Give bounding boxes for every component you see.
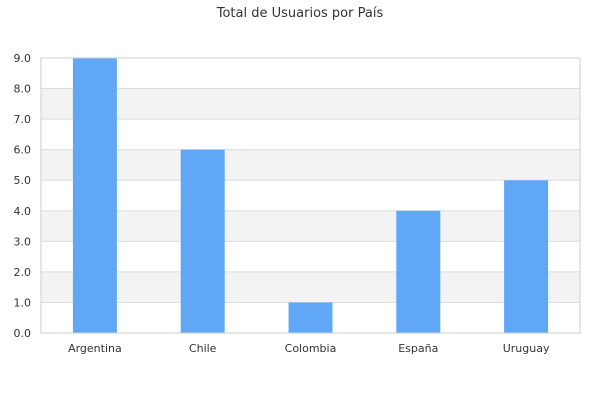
y-tick-label: 2.0 (14, 266, 32, 279)
axes (40, 57, 581, 334)
grid-bands (41, 88, 580, 303)
grid-band (41, 271, 580, 303)
y-tick-label: 5.0 (14, 174, 32, 187)
bar-uruguay (504, 180, 549, 333)
x-tick-label: Argentina (68, 342, 122, 355)
bar-españa (396, 210, 441, 333)
y-tick-label: 7.0 (14, 113, 32, 126)
grid-band (41, 210, 580, 242)
y-tick-label: 6.0 (14, 144, 32, 157)
chart-title: Total de Usuarios por País (216, 6, 384, 21)
grid-band (41, 88, 580, 120)
y-tick-label: 0.0 (14, 327, 32, 340)
x-tick-label: Chile (189, 342, 217, 355)
x-tick-label: España (398, 342, 438, 355)
grid-band (41, 149, 580, 181)
y-tick-label: 3.0 (14, 235, 32, 248)
x-tick-label: Uruguay (503, 342, 550, 355)
x-tick-label: Colombia (285, 342, 337, 355)
bars (72, 58, 549, 333)
bar-argentina (72, 58, 117, 333)
y-tick-label: 9.0 (14, 52, 32, 65)
plot-frame (40, 57, 581, 334)
bar-chile (180, 149, 225, 333)
y-tick-label: 8.0 (14, 83, 32, 96)
y-tick-label: 4.0 (14, 205, 32, 218)
y-axis-ticks: 0.0 1.0 2.0 3.0 4.0 5.0 6.0 7.0 8.0 9.0 (14, 52, 32, 340)
x-axis-ticks: Argentina Chile Colombia España Uruguay (68, 342, 550, 355)
bar-colombia (288, 302, 333, 333)
y-tick-label: 1.0 (14, 296, 32, 309)
